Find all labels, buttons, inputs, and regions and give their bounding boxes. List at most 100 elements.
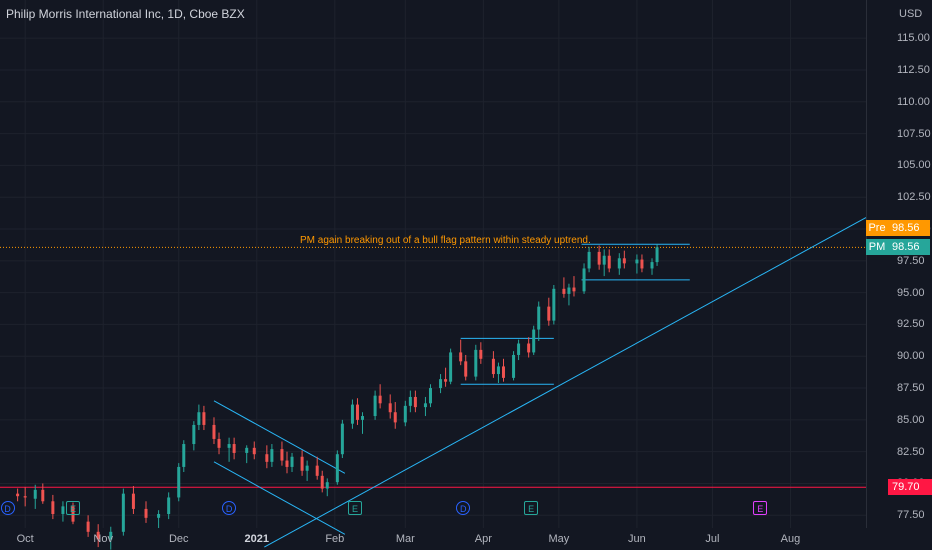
y-tick-label: 87.50 xyxy=(897,382,925,395)
y-tick-label: 112.50 xyxy=(897,63,930,76)
candle-body xyxy=(280,449,284,461)
candle-body xyxy=(640,259,644,269)
chart-annotation[interactable]: PM again breaking out of a bull flag pat… xyxy=(300,235,591,246)
premarket-tag-label: Pre xyxy=(866,219,888,236)
candle-body xyxy=(403,405,407,423)
y-tick-label: 97.50 xyxy=(897,254,925,267)
candle-body xyxy=(144,508,148,518)
candle-body xyxy=(270,449,274,462)
candle-body xyxy=(423,403,427,408)
earnings-marker[interactable]: E xyxy=(347,501,362,515)
candle-body xyxy=(51,501,55,515)
candle-body xyxy=(464,361,468,377)
symbol-title[interactable]: Philip Morris International Inc, 1D, Cbo… xyxy=(6,7,245,21)
premarket-price-tag: Pre 98.56 xyxy=(866,219,932,236)
candle-body xyxy=(635,259,639,264)
candle-body xyxy=(428,388,432,404)
candle-body xyxy=(413,396,417,408)
candle-body xyxy=(388,403,392,413)
candle-body xyxy=(315,465,319,476)
candlestick-series xyxy=(16,244,659,550)
candle-body xyxy=(459,352,463,362)
grid xyxy=(0,0,866,528)
candle-body xyxy=(552,288,556,321)
candle-body xyxy=(202,412,206,425)
support-level xyxy=(0,246,866,488)
candle-body xyxy=(265,454,269,462)
channel-line xyxy=(213,461,346,535)
candle-body xyxy=(335,454,339,483)
price-axis[interactable] xyxy=(866,0,932,528)
channel-line xyxy=(213,400,346,474)
candle-body xyxy=(496,366,500,375)
candle-body xyxy=(587,251,591,269)
y-tick-label: 105.00 xyxy=(897,159,931,172)
candle-body xyxy=(607,255,611,269)
candle-body xyxy=(474,349,478,377)
x-tick-label: Dec xyxy=(168,533,189,545)
candle-body xyxy=(252,447,256,455)
candle-body xyxy=(444,379,448,382)
candle-body xyxy=(378,395,382,404)
candle-body xyxy=(373,395,377,417)
uptrend-line xyxy=(264,217,867,548)
candle-body xyxy=(217,438,221,448)
candle-body xyxy=(227,444,231,448)
candle-body xyxy=(182,444,186,467)
earnings-marker[interactable]: E xyxy=(66,501,80,515)
y-tick-label: 90.00 xyxy=(897,350,925,363)
dividend-marker[interactable]: D xyxy=(0,501,15,515)
candle-body xyxy=(501,366,505,378)
x-tick-label: Apr xyxy=(474,533,492,545)
x-tick-label: May xyxy=(548,533,570,545)
y-tick-label: 77.50 xyxy=(897,509,925,522)
y-tick-label: 115.00 xyxy=(897,32,930,45)
candle-body xyxy=(192,424,196,445)
candle-body xyxy=(527,343,531,353)
y-tick-label: 110.00 xyxy=(897,95,930,108)
candle-body xyxy=(650,262,654,269)
candle-body xyxy=(361,416,365,420)
earnings-marker[interactable]: E xyxy=(753,501,768,515)
x-tick-label: Jun xyxy=(628,533,646,545)
candle-body xyxy=(300,456,304,471)
y-tick-label: 107.50 xyxy=(897,127,931,140)
candle-body xyxy=(449,352,453,382)
time-axis[interactable] xyxy=(0,528,866,550)
candle-body xyxy=(393,412,397,423)
candle-body xyxy=(61,506,65,515)
candle-body xyxy=(41,489,45,502)
candle-body xyxy=(325,482,329,489)
y-tick-label: 102.50 xyxy=(897,191,931,204)
candle-body xyxy=(320,475,324,489)
currency-label[interactable]: USD xyxy=(899,8,923,20)
premarket-tag-value: 98.56 xyxy=(888,219,930,236)
dividend-marker[interactable]: D xyxy=(222,501,237,515)
candle-body xyxy=(96,531,100,540)
candle-body xyxy=(512,354,516,378)
candle-body xyxy=(597,251,601,265)
candle-body xyxy=(23,496,27,498)
y-tick-label: 85.00 xyxy=(897,413,925,426)
y-tick-label: 82.50 xyxy=(897,445,925,458)
candle-body xyxy=(131,493,135,509)
candle-body xyxy=(177,466,181,498)
candle-body xyxy=(439,379,443,389)
level-tag-value: 79.70 xyxy=(888,479,932,496)
candle-body xyxy=(537,306,541,330)
x-tick-label: Nov xyxy=(93,533,113,545)
candle-body xyxy=(602,255,606,265)
candle-body xyxy=(340,423,344,455)
last-price-tag-value: 98.56 xyxy=(888,239,930,256)
x-tick-label: Mar xyxy=(395,533,415,545)
candle-body xyxy=(350,404,354,424)
dividend-marker[interactable]: D xyxy=(456,501,471,515)
candle-body xyxy=(212,424,216,439)
x-tick-label: Jul xyxy=(705,533,720,545)
candle-body xyxy=(479,349,483,359)
candle-body xyxy=(197,412,201,425)
x-tick-label: Feb xyxy=(325,533,345,545)
last-price-tag-label: PM xyxy=(866,239,888,256)
earnings-marker[interactable]: E xyxy=(524,501,539,515)
